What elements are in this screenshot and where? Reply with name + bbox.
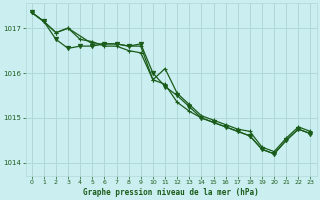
X-axis label: Graphe pression niveau de la mer (hPa): Graphe pression niveau de la mer (hPa) [83,188,259,197]
